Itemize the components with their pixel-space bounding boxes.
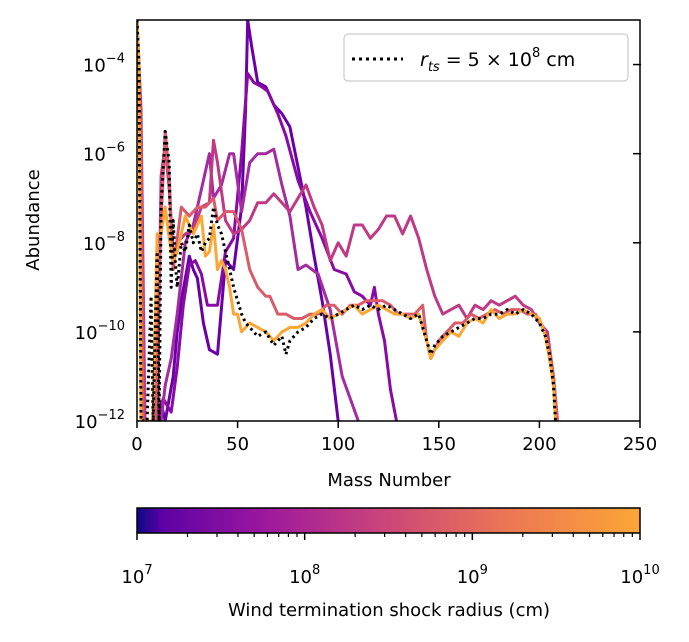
series-group [137,20,559,421]
colorbar-frame [136,507,641,534]
x-tick-label: 0 [131,434,142,455]
x-axis-ticks: 0 50 100 150 200 250 [131,421,657,455]
y-tick-label: 10−4 [83,52,125,77]
legend-label: rts = 5 × 108 cm [420,46,575,75]
colorbar-tick-label: 1010 [620,563,659,588]
colorbar-gradient [137,508,640,533]
x-axis-label: Mass Number [327,470,451,491]
colorbar-tick-label: 107 [121,563,152,588]
series-line-0 [155,20,340,421]
plot-frame [136,19,641,422]
colorbar-ticks: 107 108 109 1010 [121,533,660,588]
legend-box [343,33,629,82]
series-line-2 [159,147,360,421]
y-tick-label: 10−12 [75,408,125,433]
series-line-6 [137,20,557,421]
y-tick-label: 10−6 [83,141,125,166]
colorbar-tick-label: 108 [289,563,320,588]
y-tick-label: 10−10 [75,319,125,344]
colorbar: 107 108 109 1010 Wind termination shock rad… [121,507,660,621]
x-tick-label: 150 [422,434,456,455]
y-axis-ticks: 10−12 10−10 10−8 10−6 10−4 [75,52,641,433]
series-line-1 [155,72,398,421]
x-tick-label: 250 [623,434,657,455]
y-axis-label: Abundance [23,169,44,270]
legend: rts = 5 × 108 cm [343,33,629,82]
colorbar-tick-label: 109 [457,563,488,588]
x-tick-label: 100 [321,434,355,455]
x-tick-label: 50 [226,434,249,455]
colorbar-label: Wind termination shock radius (cm) [228,600,550,621]
x-tick-label: 200 [522,434,556,455]
series-line-5 [137,20,557,421]
y-tick-label: 10−8 [83,230,125,255]
